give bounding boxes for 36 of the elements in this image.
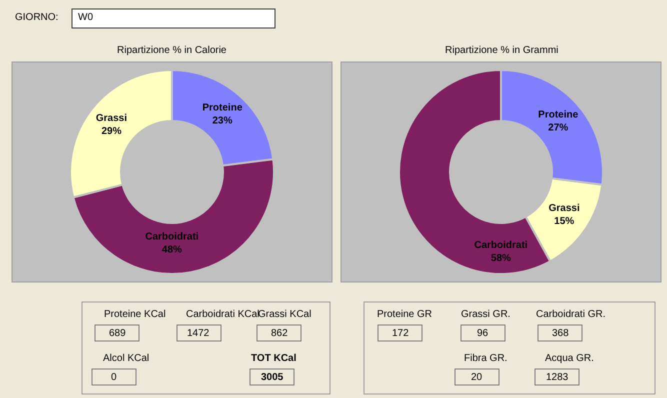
data-label: 27% (548, 122, 568, 134)
text: W0 (78, 12, 94, 23)
text: Grassi GR. (461, 309, 510, 320)
text: Fibra GR. (464, 353, 508, 364)
text: 96 (477, 328, 489, 339)
text: Acqua GR. (545, 353, 594, 364)
text: 0 (111, 372, 117, 383)
slice-label: Carboidrati (145, 232, 199, 243)
text: 20 (471, 372, 483, 383)
data-label: 58% (490, 253, 512, 264)
chart-title: Ripartizione % in Grammi (445, 45, 558, 56)
slice-label: Carboidrati (474, 240, 528, 252)
text: 3005 (261, 372, 284, 383)
text: Alcol KCal (103, 353, 150, 364)
text: 172 (392, 328, 410, 339)
text: Carboidrati GR. (536, 309, 606, 320)
chart-title: Ripartizione % in Calorie (117, 45, 227, 56)
data-label: 15% (554, 216, 574, 227)
slice-label: Grassi (96, 113, 128, 124)
text: Grassi KCal (258, 309, 312, 320)
text: 1472 (187, 328, 210, 339)
text: Proteine KCal (104, 309, 166, 320)
slice-label: Proteine (538, 109, 579, 120)
slice-label: Proteine (202, 102, 243, 114)
text: TOT KCal (251, 353, 297, 364)
text: 862 (271, 328, 288, 339)
text: 689 (109, 328, 126, 339)
data-label: 23% (212, 116, 232, 127)
text: Proteine GR (377, 309, 432, 320)
text: Carboidrati KCal (186, 309, 260, 320)
data-label: 48% (162, 244, 182, 256)
data-label: 29% (101, 126, 122, 138)
slice-label: Grassi (548, 203, 580, 214)
text: 368 (552, 328, 570, 339)
text: 1283 (546, 372, 569, 383)
text: GIORNO: (15, 12, 58, 23)
